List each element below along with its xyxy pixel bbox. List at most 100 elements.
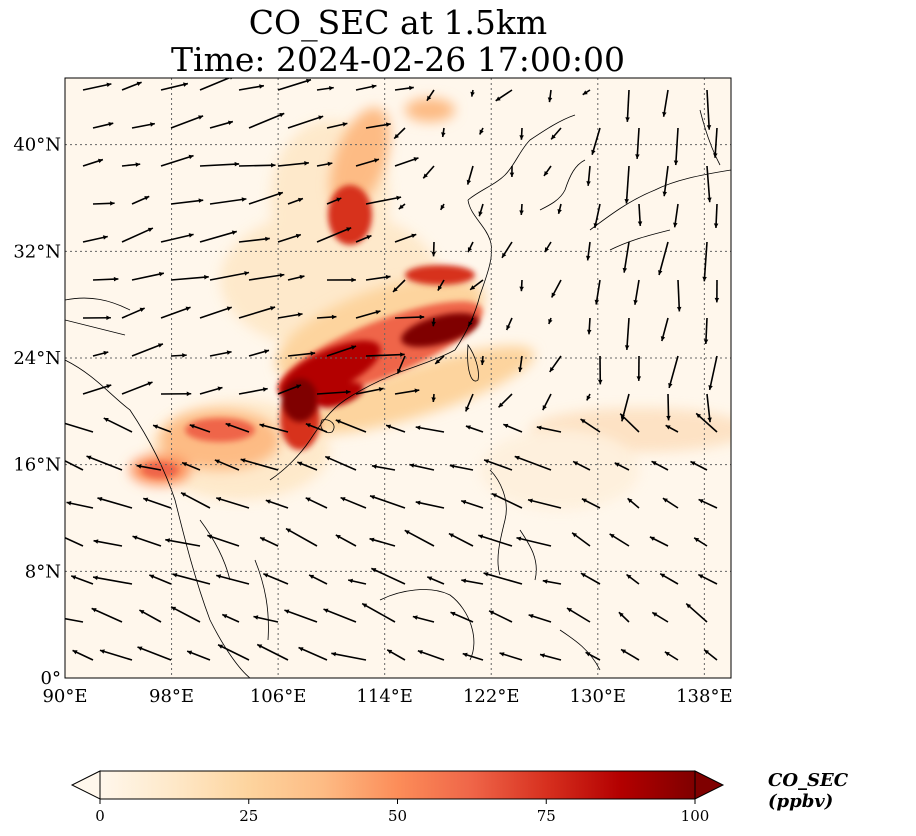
wind-arrow bbox=[287, 115, 324, 129]
wind-arrow bbox=[461, 578, 484, 585]
wind-arrow bbox=[152, 424, 172, 433]
wind-arrow bbox=[253, 615, 279, 623]
wind-arrow bbox=[426, 576, 445, 585]
wind-arrow bbox=[170, 198, 204, 205]
wind-arrow bbox=[361, 602, 396, 623]
wind-arrow bbox=[660, 317, 669, 342]
wind-arrow bbox=[121, 81, 142, 91]
wind-arrow bbox=[627, 497, 640, 509]
wind-arrow bbox=[488, 610, 513, 623]
wind-arrow bbox=[566, 607, 591, 623]
wind-arrow bbox=[499, 652, 523, 661]
wind-arrow bbox=[365, 352, 405, 357]
wind-arrow bbox=[450, 611, 474, 623]
wind-arrow bbox=[394, 314, 425, 320]
wind-arrow bbox=[478, 127, 484, 135]
wind-arrow bbox=[259, 423, 289, 433]
wind-arrow bbox=[394, 388, 420, 395]
map-title-line1: CO_SEC at 1.5km bbox=[248, 3, 548, 42]
wind-arrow bbox=[238, 306, 276, 319]
wind-arrow bbox=[431, 393, 436, 403]
wind-arrow bbox=[103, 417, 133, 433]
wind-arrow bbox=[501, 241, 513, 259]
wind-arrow bbox=[326, 345, 357, 357]
wind-arrow bbox=[297, 461, 318, 471]
lon-tick-label: 114°E bbox=[356, 686, 413, 707]
wind-arrow bbox=[505, 317, 513, 331]
lon-tick-label: 98°E bbox=[149, 686, 194, 707]
wind-arrow bbox=[369, 495, 406, 509]
wind-arrow bbox=[385, 424, 406, 433]
wind-arrow bbox=[594, 279, 601, 305]
wind-vectors bbox=[65, 78, 720, 661]
wind-arrow bbox=[415, 425, 445, 433]
wind-arrow bbox=[624, 317, 630, 350]
wind-arrow bbox=[259, 536, 279, 547]
wind-arrow bbox=[136, 464, 162, 471]
wind-arrow bbox=[248, 349, 270, 357]
wind-arrow bbox=[404, 529, 435, 547]
wind-arrow bbox=[93, 539, 123, 547]
wind-arrow bbox=[431, 241, 436, 257]
wind-arrow bbox=[586, 317, 592, 335]
wind-arrow bbox=[467, 317, 474, 327]
lat-tick-label: 16°N bbox=[13, 455, 61, 476]
wind-arrow bbox=[207, 534, 240, 547]
wind-arrow bbox=[649, 536, 669, 547]
wind-arrow bbox=[221, 613, 240, 623]
wind-arrow bbox=[131, 343, 164, 357]
wind-arrow bbox=[238, 387, 268, 395]
wind-arrow bbox=[170, 353, 187, 358]
wind-arrow bbox=[460, 500, 484, 509]
wind-arrow bbox=[693, 537, 708, 547]
wind-arrow bbox=[82, 315, 111, 321]
wind-arrow bbox=[92, 276, 119, 282]
wind-arrow bbox=[238, 162, 276, 168]
wind-arrow bbox=[92, 575, 133, 585]
wind-arrow bbox=[316, 86, 334, 91]
wind-arrow bbox=[131, 195, 150, 205]
colorbar-tick-label: 100 bbox=[681, 807, 710, 825]
wind-arrow bbox=[92, 350, 109, 357]
wind-arrow bbox=[462, 652, 484, 661]
wind-arrow bbox=[277, 161, 309, 167]
wind-arrow bbox=[713, 203, 719, 228]
wind-arrow bbox=[160, 82, 189, 91]
wind-arrow bbox=[591, 127, 601, 155]
wind-arrow bbox=[519, 203, 524, 216]
wind-arrow bbox=[347, 578, 367, 585]
wind-arrow bbox=[544, 241, 552, 253]
wind-arrow bbox=[514, 455, 552, 471]
wind-arrow bbox=[580, 418, 601, 433]
wind-arrow bbox=[519, 279, 524, 292]
wind-arrow bbox=[214, 459, 240, 471]
wind-arrow bbox=[165, 538, 201, 547]
wind-arrow bbox=[619, 413, 640, 433]
wind-arrow bbox=[305, 497, 328, 509]
wind-arrow bbox=[160, 391, 192, 397]
wind-arrow bbox=[637, 203, 643, 227]
wind-arrow bbox=[651, 611, 669, 623]
wind-arrow bbox=[82, 158, 104, 167]
wind-arrow bbox=[248, 112, 285, 129]
lon-tick-label: 106°E bbox=[250, 686, 307, 707]
wind-arrow bbox=[340, 496, 367, 509]
wind-arrow bbox=[509, 165, 515, 178]
map-title-line2: Time: 2024-02-26 17:00:00 bbox=[171, 40, 625, 79]
wind-arrow bbox=[335, 534, 357, 547]
colorbar-under-extension bbox=[70, 770, 101, 800]
wind-arrow bbox=[316, 314, 337, 320]
wind-arrow bbox=[189, 424, 211, 433]
colorbar-tick-label: 0 bbox=[95, 807, 105, 825]
wind-arrow bbox=[365, 195, 402, 205]
wind-arrow bbox=[702, 241, 708, 282]
wind-arrow bbox=[557, 203, 562, 215]
wind-arrow bbox=[365, 274, 391, 281]
wind-arrow bbox=[121, 227, 154, 243]
wind-arrow bbox=[542, 579, 562, 585]
wind-arrow bbox=[316, 389, 351, 395]
wind-arrow bbox=[225, 422, 250, 433]
wind-arrow bbox=[581, 498, 601, 509]
wind-arrow bbox=[180, 491, 211, 509]
wind-arrow bbox=[547, 89, 553, 103]
